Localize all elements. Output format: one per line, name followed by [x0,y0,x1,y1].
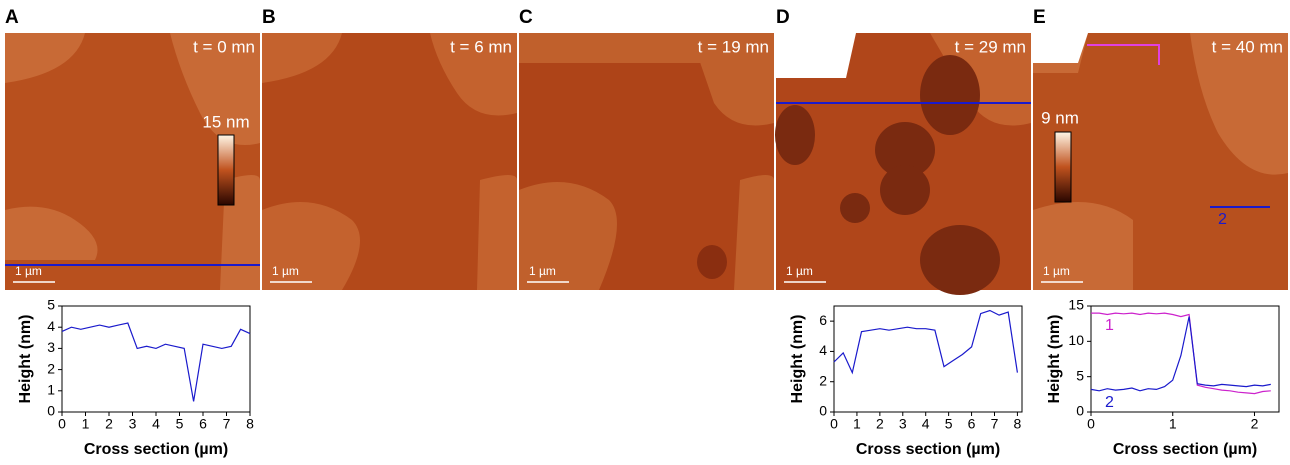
panel-label: D [776,7,790,28]
time-label: t = 6 mn [450,37,512,56]
time-label: t = 29 mn [955,37,1026,56]
x-axis-title: Cross section (µm) [1113,441,1257,458]
x-tick-label: 4 [152,416,160,432]
x-tick-label: 6 [968,416,976,432]
panel-label: B [262,7,276,28]
scale-bar-label: 1 µm [1043,264,1070,278]
x-axis-title: Cross section (µm) [84,441,228,458]
y-tick-label: 1 [47,382,55,398]
x-tick-label: 0 [58,416,66,432]
scale-bar-label: 1 µm [786,264,813,278]
colorbar-label: 9 nm [1041,108,1079,127]
profile-marker: 2 [1218,211,1227,228]
line-series [61,322,251,402]
x-tick-label: 8 [1014,416,1022,432]
colorbar-label: 15 nm [202,112,249,131]
y-tick-label: 4 [819,342,827,358]
x-tick-label: 0 [830,416,838,432]
y-tick-label: 10 [1068,332,1084,348]
scale-bar-label: 1 µm [529,264,556,278]
scale-bar-label: 1 µm [15,264,42,278]
time-label: t = 0 mn [193,37,255,56]
time-label: t = 19 mn [698,37,769,56]
y-tick-label: 5 [1076,367,1084,383]
plot-frame [61,305,251,413]
y-tick-label: 15 [1068,297,1084,313]
x-tick-label: 7 [991,416,999,432]
plot-frame [833,305,1023,413]
x-tick-label: 0 [1087,416,1095,432]
scale-bar-label: 1 µm [272,264,299,278]
line-series [1090,316,1271,392]
x-tick-label: 4 [922,416,930,432]
panel-label: C [519,7,533,28]
y-tick-label: 2 [47,360,55,376]
plot-frame [1090,305,1280,413]
y-tick-label: 4 [47,318,55,334]
y-axis-title: Height (nm) [789,315,806,404]
panel-label: A [5,7,19,28]
x-tick-label: 2 [1251,416,1259,432]
x-tick-label: 7 [223,416,231,432]
x-tick-label: 2 [876,416,884,432]
afm-images [5,33,1288,295]
y-tick-label: 5 [47,297,55,313]
x-axis-title: Cross section (µm) [856,441,1000,458]
x-tick-label: 2 [105,416,113,432]
x-tick-label: 3 [129,416,137,432]
y-tick-label: 6 [819,312,827,328]
y-axis-title: Height (nm) [17,315,34,404]
y-axis-title: Height (nm) [1046,315,1063,404]
series-label: 2 [1105,394,1114,411]
x-tick-label: 5 [945,416,953,432]
time-label: t = 40 mn [1212,37,1283,56]
x-tick-label: 1 [82,416,90,432]
y-tick-label: 2 [819,372,827,388]
x-tick-label: 5 [176,416,184,432]
panel-label: E [1033,7,1046,28]
line-series [833,309,1018,375]
x-tick-label: 6 [199,416,207,432]
x-tick-label: 8 [246,416,254,432]
x-tick-label: 3 [899,416,907,432]
y-tick-label: 3 [47,339,55,355]
y-tick-label: 0 [819,403,827,419]
y-tick-label: 0 [47,403,55,419]
x-tick-label: 1 [853,416,861,432]
series-label: 1 [1105,317,1114,334]
y-tick-label: 0 [1076,403,1084,419]
x-tick-label: 1 [1169,416,1177,432]
line-series [1091,312,1271,395]
